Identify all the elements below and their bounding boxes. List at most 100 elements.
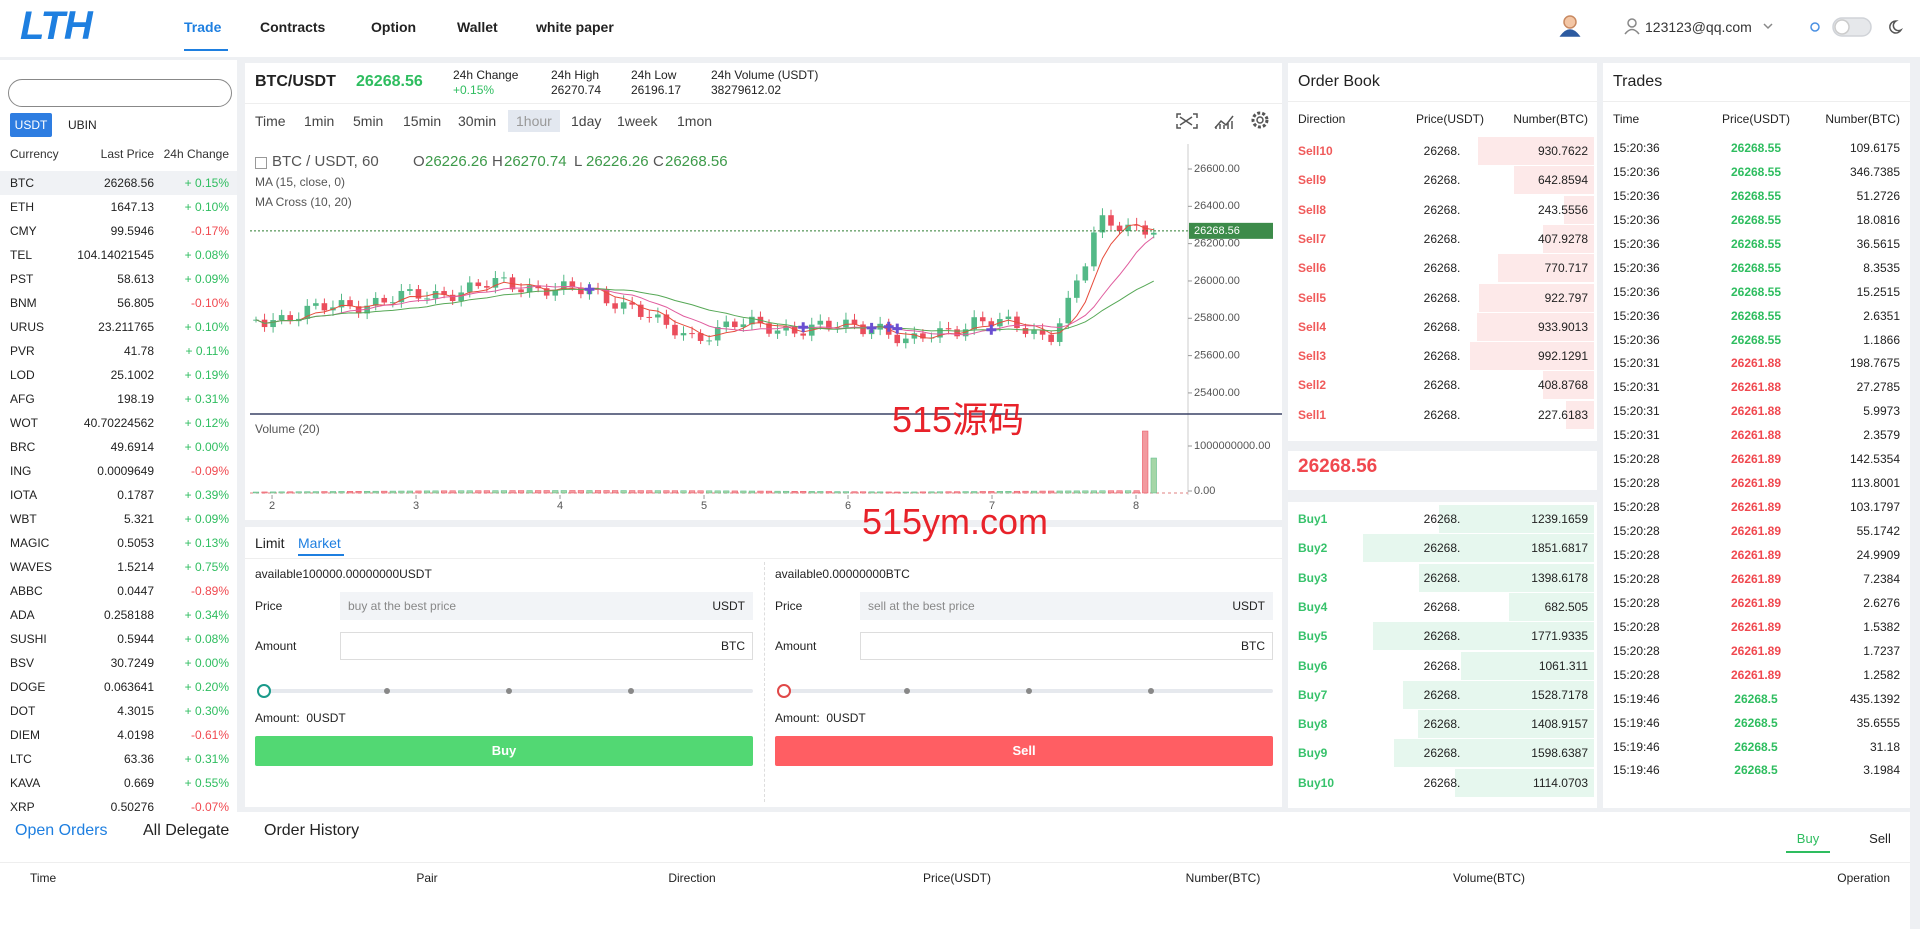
volume-bar (415, 490, 422, 494)
market-symbol[interactable]: DOT (10, 704, 36, 718)
slider-knob[interactable] (257, 684, 271, 698)
interval[interactable]: 1week (617, 113, 658, 129)
market-symbol[interactable]: XRP (10, 800, 35, 814)
candle-body (988, 321, 995, 327)
settings-icon[interactable] (1251, 111, 1269, 129)
market-symbol[interactable]: DOGE (10, 680, 46, 694)
market-symbol[interactable]: BSV (10, 656, 35, 670)
candle-body (723, 321, 730, 328)
market-symbol[interactable]: BTC (10, 176, 34, 190)
market-symbol[interactable]: AFG (10, 392, 35, 406)
submit-button[interactable] (255, 736, 753, 766)
market-symbol[interactable]: TEL (10, 248, 33, 262)
market-tab[interactable]: UBIN (68, 118, 97, 132)
market-symbol[interactable]: PVR (10, 344, 35, 358)
market-tab[interactable]: USDT (14, 118, 48, 132)
market-symbol[interactable]: ADA (10, 608, 35, 622)
volume-bar (543, 490, 550, 494)
market-symbol[interactable]: LTC (10, 752, 32, 766)
market-symbol[interactable]: IOTA (10, 488, 38, 502)
market-price: 0.1787 (117, 488, 154, 502)
user-email[interactable]: 123123@qq.com (1645, 19, 1752, 35)
nav-item[interactable]: Contracts (260, 19, 326, 35)
price-input[interactable] (340, 592, 753, 620)
candle-body (1005, 316, 1012, 320)
market-symbol[interactable]: WAVES (10, 560, 53, 574)
market-symbol[interactable]: BRC (10, 440, 36, 454)
candle-body (424, 298, 430, 300)
market-symbol[interactable]: BNM (10, 296, 37, 310)
side-toggle[interactable]: Sell (1869, 831, 1891, 846)
moon-icon[interactable] (1889, 20, 1904, 34)
market-symbol[interactable]: ETH (10, 200, 34, 214)
form-tab[interactable]: Market (298, 535, 341, 551)
submit-label[interactable]: Sell (1012, 743, 1036, 758)
depth-bar (1563, 195, 1594, 224)
interval[interactable]: 30min (458, 113, 497, 129)
volume-bar (834, 491, 841, 494)
interval[interactable]: Time (255, 113, 286, 129)
indicator-icon[interactable] (1214, 115, 1234, 129)
market-change: -0.17% (190, 224, 229, 238)
interval[interactable]: 1hour (516, 113, 552, 129)
form-tab[interactable]: Limit (255, 535, 285, 551)
candle-body (1039, 330, 1046, 335)
interval[interactable]: 5min (353, 113, 384, 129)
orders-tab[interactable]: Open Orders (15, 822, 108, 839)
search-box[interactable] (8, 79, 232, 107)
volume-bar (1056, 490, 1063, 494)
chevron[interactable] (1763, 23, 1773, 30)
ob-amount: 1239.1659 (1531, 512, 1588, 526)
market-symbol[interactable]: MAGIC (10, 536, 50, 550)
submit-label[interactable]: Buy (491, 743, 517, 758)
price-input[interactable] (860, 592, 1273, 620)
submit-button[interactable] (775, 736, 1273, 766)
market-symbol[interactable]: LOD (10, 368, 35, 382)
market-symbol[interactable]: WBT (10, 512, 37, 526)
study-legend: MA (15, close, 0) (255, 175, 346, 189)
interval[interactable]: 1mon (677, 113, 713, 129)
amount-input[interactable] (340, 632, 753, 660)
interval[interactable]: 15min (403, 113, 442, 129)
market-symbol[interactable]: KAVA (10, 776, 41, 790)
volume-bar (364, 490, 371, 494)
market-price: 99.5946 (110, 224, 154, 238)
market-symbol[interactable]: DIEM (10, 728, 40, 742)
volume-bar (748, 490, 755, 494)
nav-item[interactable]: Wallet (457, 19, 498, 35)
fullscreen-icon[interactable] (1176, 113, 1198, 129)
tab-active[interactable] (10, 113, 52, 137)
candle-body (552, 289, 559, 296)
nav-item[interactable]: white paper (536, 19, 614, 35)
market-symbol[interactable]: URUS (10, 320, 45, 334)
interval[interactable]: 1min (304, 113, 335, 129)
nav-item[interactable]: Trade (184, 19, 222, 35)
nav-item[interactable]: Option (371, 19, 417, 35)
interval[interactable]: 1day (571, 113, 602, 129)
market-symbol[interactable]: PST (10, 272, 34, 286)
market-symbol[interactable]: ABBC (10, 584, 43, 598)
trade-price: 26261.89 (1730, 667, 1782, 682)
market-symbol[interactable]: WOT (10, 416, 38, 430)
market-symbol[interactable]: ING (10, 464, 32, 478)
volume-bar (312, 491, 319, 494)
ob-price: 26268. (1423, 658, 1461, 673)
market-price: 23.211765 (98, 320, 154, 334)
sun-icon[interactable] (1810, 22, 1820, 32)
ma-cross (584, 284, 595, 295)
market-change: + 0.11% (185, 344, 229, 358)
market-symbol[interactable]: SUSHI (10, 632, 47, 646)
market-symbol[interactable]: CMY (10, 224, 37, 238)
slider-knob[interactable] (777, 684, 791, 698)
orders-tab[interactable]: All Delegate (143, 822, 230, 839)
trades-header: Time (1613, 112, 1640, 126)
ob-amount: 408.8768 (1537, 378, 1588, 393)
ob-price: 26268. (1423, 202, 1461, 217)
trade-price: 26268.5 (1734, 691, 1778, 706)
side-toggle[interactable]: Buy (1796, 831, 1820, 846)
divider (245, 558, 1282, 559)
trade-price: 26268.55 (1730, 332, 1782, 347)
amount-input[interactable] (860, 632, 1273, 660)
volume-bar (278, 491, 285, 494)
volume-bar (441, 490, 448, 494)
